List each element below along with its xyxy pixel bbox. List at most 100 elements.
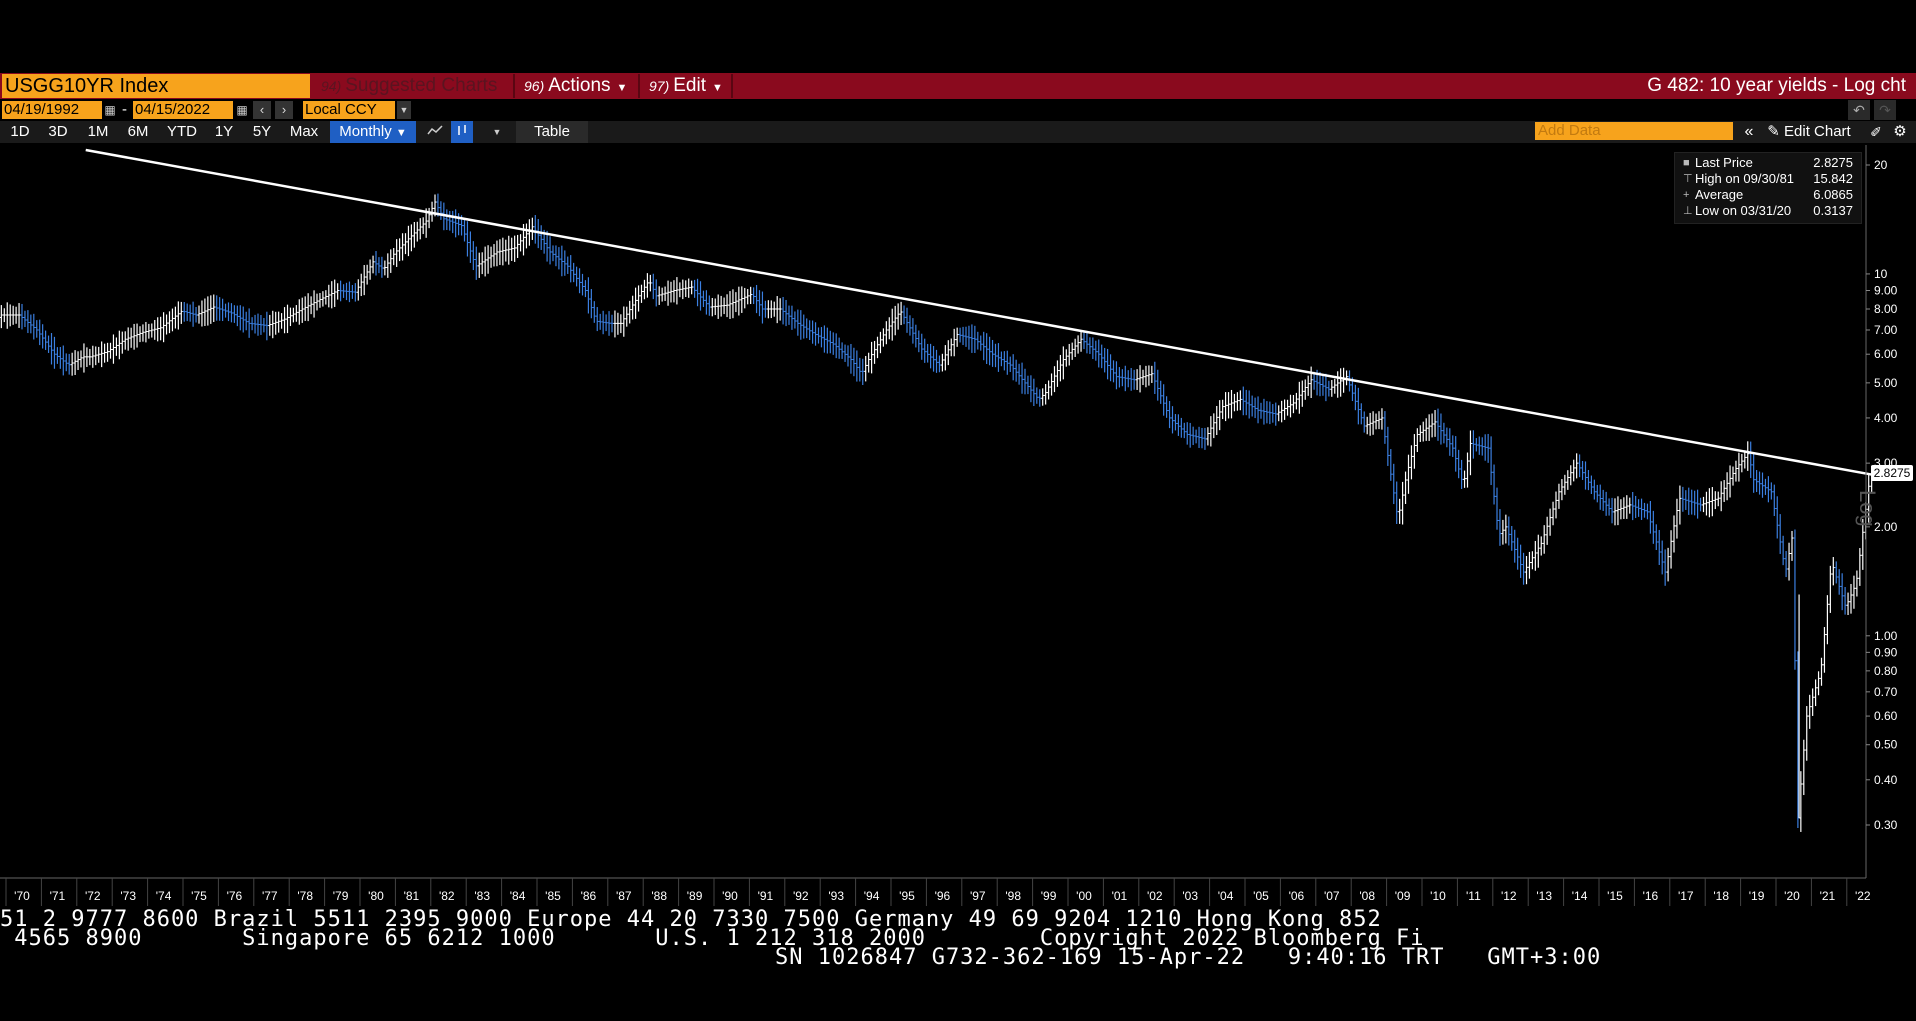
x-tick-label: '08 — [1359, 889, 1375, 903]
x-tick-label: '18 — [1713, 889, 1729, 903]
chevron-down-icon[interactable]: ▼ — [397, 101, 411, 119]
x-tick-label: '72 — [85, 889, 101, 903]
add-data-input[interactable]: Add Data — [1535, 122, 1733, 140]
suggested-charts-menu[interactable]: 94) Suggested Charts — [315, 74, 503, 98]
next-period-button[interactable]: › — [275, 101, 293, 119]
price-chart[interactable]: 20109.008.007.006.005.004.003.002.001.00… — [0, 0, 1916, 910]
x-tick-label: '74 — [156, 889, 172, 903]
x-tick-label: '84 — [510, 889, 526, 903]
x-tick-label: '80 — [368, 889, 384, 903]
range-5y[interactable]: 5Y — [252, 123, 272, 140]
x-tick-label: '97 — [970, 889, 986, 903]
x-tick-label: '82 — [439, 889, 455, 903]
x-tick-label: '01 — [1112, 889, 1128, 903]
x-tick-label: '98 — [1005, 889, 1021, 903]
chart-title: G 482: 10 year yields - Log cht — [1647, 75, 1906, 96]
chevron-down-icon: ▼ — [616, 82, 628, 94]
calendar-icon[interactable]: ▦ — [236, 103, 248, 117]
x-tick-label: '11 — [1466, 889, 1481, 903]
y-tick-label: 0.30 — [1874, 818, 1898, 832]
legend: ■ Last Price 2.8275 ⊤ High on 09/30/81 1… — [1674, 152, 1862, 224]
range-1m[interactable]: 1M — [87, 123, 109, 140]
line-chart-icon[interactable] — [424, 121, 446, 143]
average-marker-icon: + — [1683, 189, 1690, 201]
ticker-tape-line: 4565 8900 Singapore 65 6212 1000 U.S. 1 … — [0, 926, 1425, 951]
last-price-marker-icon: ■ — [1683, 157, 1690, 169]
y-tick-label: 7.00 — [1874, 323, 1898, 337]
currency-select[interactable]: Local CCY — [303, 101, 395, 119]
ticker-tape-line: SN 1026847 G732-362-169 15-Apr-22 9:40:1… — [775, 945, 1602, 970]
range-3d[interactable]: 3D — [48, 123, 68, 140]
chevron-down-icon: ▼ — [395, 127, 407, 139]
start-date-field[interactable]: 04/19/1992 — [2, 101, 102, 119]
plot-area — [0, 148, 1885, 832]
y-tick-label: 6.00 — [1874, 347, 1898, 361]
end-date-field[interactable]: 04/15/2022 — [133, 101, 233, 119]
x-tick-label: '09 — [1395, 889, 1411, 903]
menu-label: Suggested Charts — [345, 75, 498, 96]
menu-divider — [638, 74, 640, 98]
x-tick-label: '19 — [1749, 889, 1765, 903]
annotate-icon[interactable]: ✐ — [1870, 124, 1882, 140]
chevron-down-icon: ▼ — [711, 82, 723, 94]
y-tick-label: 2.00 — [1874, 520, 1898, 534]
line-chart-glyph — [427, 125, 443, 135]
edit-menu[interactable]: 97) Edit ▼ — [643, 74, 729, 98]
range-1y[interactable]: 1Y — [214, 123, 234, 140]
redo-icon[interactable]: ↷ — [1874, 100, 1896, 120]
x-tick-label: '21 — [1820, 889, 1836, 903]
calendar-icon[interactable]: ▦ — [104, 103, 116, 117]
menu-label: Actions — [548, 75, 611, 96]
legend-value: 2.8275 — [1813, 155, 1853, 170]
x-axis: '70 '71 '72 '73 '74 '75 '76 '77 '78 '79 '80 '81 '82 '… — [0, 877, 1871, 906]
range-6m[interactable]: 6M — [127, 123, 149, 140]
prev-period-button[interactable]: ‹ — [253, 101, 271, 119]
bar-chart-glyph — [458, 125, 466, 135]
legend-value: 15.842 — [1813, 171, 1853, 186]
chevron-down-icon[interactable]: ▼ — [492, 127, 502, 137]
legend-value: 6.0865 — [1813, 187, 1853, 202]
range-max[interactable]: Max — [289, 123, 319, 140]
y-tick-label: 10 — [1874, 267, 1888, 281]
y-tick-label: 0.50 — [1874, 738, 1898, 752]
x-tick-label: '22 — [1855, 889, 1871, 903]
range-1d[interactable]: 1D — [10, 123, 30, 140]
y-tick-label: 4.00 — [1874, 411, 1898, 425]
x-tick-label: '12 — [1501, 889, 1517, 903]
range-ytd[interactable]: YTD — [167, 123, 197, 140]
y-tick-label: 8.00 — [1874, 302, 1898, 316]
x-tick-label: '05 — [1253, 889, 1269, 903]
menu-divider — [513, 74, 515, 98]
y-tick-label: 0.40 — [1874, 773, 1898, 787]
date-separator: - — [122, 101, 127, 118]
x-tick-label: '86 — [581, 889, 597, 903]
ticker-input[interactable]: USGG10YR Index — [2, 74, 310, 98]
edit-chart-button[interactable]: ✎ Edit Chart — [1760, 121, 1858, 143]
y-axis: 20109.008.007.006.005.004.003.002.001.00… — [1865, 145, 1898, 878]
y-tick-label: 1.00 — [1874, 629, 1898, 643]
table-button[interactable]: Table — [516, 121, 588, 143]
x-tick-label: '99 — [1041, 889, 1057, 903]
x-tick-label: '03 — [1182, 889, 1198, 903]
x-tick-label: '96 — [935, 889, 951, 903]
x-tick-label: '13 — [1536, 889, 1552, 903]
frequency-select[interactable]: Monthly ▼ — [330, 121, 416, 143]
actions-menu[interactable]: 96) Actions ▼ — [518, 74, 633, 98]
collapse-icon[interactable]: « — [1744, 123, 1754, 140]
x-tick-label: '16 — [1643, 889, 1659, 903]
gear-icon[interactable]: ⚙ — [1893, 123, 1907, 140]
x-tick-label: '71 — [50, 889, 66, 903]
x-tick-label: '78 — [297, 889, 313, 903]
ticker-tape-line: 51 2 9777 8600 Brazil 5511 2395 9000 Eur… — [0, 907, 1382, 932]
high-marker-icon: ⊤ — [1683, 173, 1693, 185]
legend-row-average: + Average 6.0865 — [1683, 187, 1857, 203]
x-tick-label: '85 — [545, 889, 561, 903]
legend-row-last: ■ Last Price 2.8275 — [1683, 155, 1857, 171]
legend-label: Low on 03/31/20 — [1695, 203, 1792, 218]
x-tick-label: '88 — [651, 889, 667, 903]
frequency-label: Monthly — [339, 123, 392, 140]
x-tick-label: '00 — [1076, 889, 1092, 903]
x-tick-label: '76 — [227, 889, 243, 903]
bar-chart-icon[interactable] — [451, 121, 473, 143]
undo-icon[interactable]: ↶ — [1848, 100, 1870, 120]
